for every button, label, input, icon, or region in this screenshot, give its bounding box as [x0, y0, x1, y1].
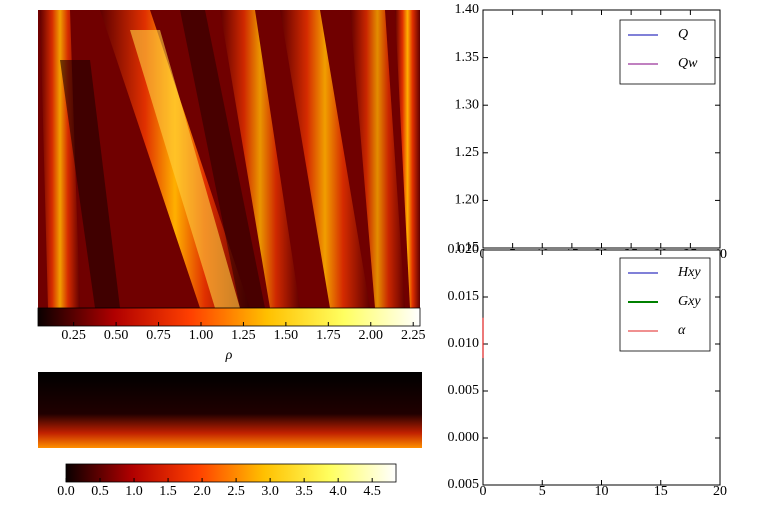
- colorbar-tick-label: 1.00: [189, 328, 214, 343]
- colorbar-tick-label: 2.5: [227, 484, 245, 499]
- x-tick-label: 10: [595, 484, 609, 499]
- colorbar-tick-label: 4.0: [329, 484, 347, 499]
- y-tick-label: 1.35: [455, 50, 480, 65]
- colorbar-tick-label: 4.5: [363, 484, 381, 499]
- profile-map: [38, 372, 422, 448]
- legend: Hxy Gxy α: [619, 257, 711, 352]
- colorbar-tick-label: 1.5: [159, 484, 177, 499]
- colorbar-tick-label: 1.0: [125, 484, 143, 499]
- y-tick-label: 1.25: [455, 145, 480, 160]
- y-tick-label: 0.005: [448, 383, 480, 398]
- y-tick-label: 0.005: [448, 477, 480, 492]
- colorbar-tick-label: 0.50: [104, 328, 129, 343]
- colorbar-tick-label: 3.5: [295, 484, 313, 499]
- colorbar: [65, 463, 397, 483]
- y-tick-label: 1.20: [455, 193, 480, 208]
- legend-label: α: [678, 323, 686, 338]
- legend-label: Qw: [678, 56, 698, 71]
- y-tick-label: 1.15: [455, 240, 480, 255]
- x-tick-label: 15: [654, 484, 668, 499]
- x-tick-label: 5: [539, 484, 546, 499]
- y-tick-label: 0.010: [448, 336, 480, 351]
- y-tick-label: 0.020: [448, 242, 480, 257]
- colorbar-label: ρ: [225, 348, 233, 363]
- legend-box: [619, 19, 716, 85]
- legend-label: Hxy: [677, 265, 701, 280]
- colorbar-tick-label: 1.75: [316, 328, 341, 343]
- y-tick-label: 0.000: [448, 430, 480, 445]
- colorbar-tick-label: 0.5: [91, 484, 109, 499]
- legend-label: Q: [678, 27, 688, 42]
- colorbar-tick-label: 1.50: [274, 328, 299, 343]
- density-map: [38, 10, 420, 308]
- colorbar-tick-label: 0.0: [57, 484, 75, 499]
- x-tick-label: 20: [713, 484, 727, 499]
- colorbar-tick-label: 3.0: [261, 484, 279, 499]
- colorbar-tick-label: 0.75: [146, 328, 171, 343]
- colorbar-tick-label: 2.25: [401, 328, 426, 343]
- colorbar-tick-label: 2.0: [193, 484, 211, 499]
- y-tick-label: 1.40: [455, 2, 480, 17]
- legend-label: Gxy: [678, 294, 701, 309]
- colorbar-tick-label: 2.00: [359, 328, 384, 343]
- x-tick-label: 0: [480, 484, 487, 499]
- legend: Q Qw: [619, 19, 716, 85]
- y-tick-label: 1.30: [455, 97, 480, 112]
- colorbar-tick-label: 1.25: [231, 328, 256, 343]
- colorbar: [37, 307, 421, 327]
- y-tick-label: 0.015: [448, 289, 480, 304]
- colorbar-tick-label: 0.25: [61, 328, 86, 343]
